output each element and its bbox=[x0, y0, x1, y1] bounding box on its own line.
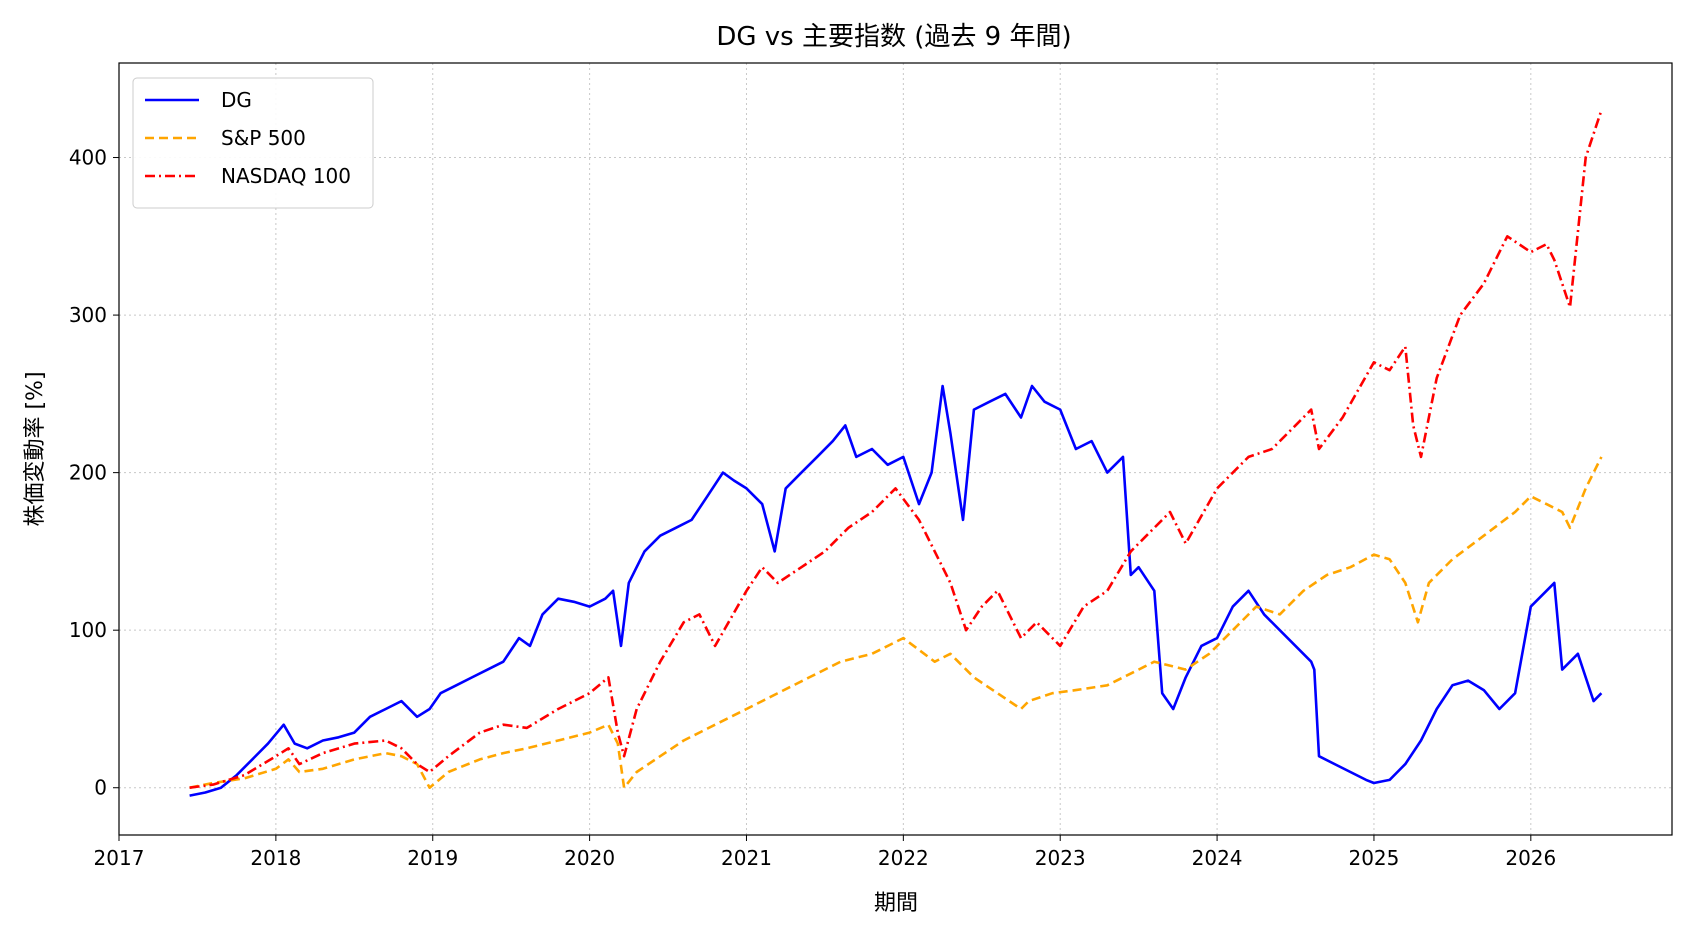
series-lines bbox=[189, 109, 1603, 797]
legend: DG S&P 500 NASDAQ 100 bbox=[132, 77, 374, 209]
x-tick-label: 2017 bbox=[94, 846, 145, 870]
x-tick-label: 2021 bbox=[721, 846, 772, 870]
x-tick-label: 2020 bbox=[564, 846, 615, 870]
series-line-s-p-500 bbox=[189, 456, 1603, 789]
x-tick-label: 2018 bbox=[250, 846, 301, 870]
x-axis-label: 期間 bbox=[874, 891, 918, 916]
y-tick-label: 300 bbox=[69, 303, 107, 327]
series-line-nasdaq-100 bbox=[189, 109, 1603, 789]
x-tick-label: 2023 bbox=[1035, 846, 1086, 870]
x-tick-label: 2022 bbox=[878, 846, 929, 870]
y-tick-label: 100 bbox=[69, 618, 107, 642]
legend-label: DG bbox=[221, 88, 252, 112]
y-tick-label: 400 bbox=[69, 146, 107, 170]
x-ticks: 2017 2018 2019 2020 2021 2022 2023 2024 2025 2026 bbox=[94, 835, 1556, 870]
x-tick-label: 2026 bbox=[1505, 846, 1556, 870]
chart-title: DG vs 主要指数 (過去 9 年間) bbox=[716, 22, 1071, 52]
y-ticks: 0 100 200 300 400 bbox=[69, 146, 119, 800]
y-tick-label: 200 bbox=[69, 461, 107, 485]
legend-label: NASDAQ 100 bbox=[221, 164, 351, 188]
grid bbox=[118, 63, 1672, 835]
x-tick-label: 2024 bbox=[1192, 846, 1243, 870]
y-tick-label: 0 bbox=[94, 776, 107, 800]
legend-label: S&P 500 bbox=[221, 126, 306, 150]
plot-frame bbox=[118, 62, 1673, 836]
series-line-dg bbox=[189, 384, 1603, 797]
x-tick-label: 2025 bbox=[1348, 846, 1399, 870]
y-axis-label: 株価変動率 [%] bbox=[23, 371, 48, 526]
x-tick-label: 2019 bbox=[407, 846, 458, 870]
